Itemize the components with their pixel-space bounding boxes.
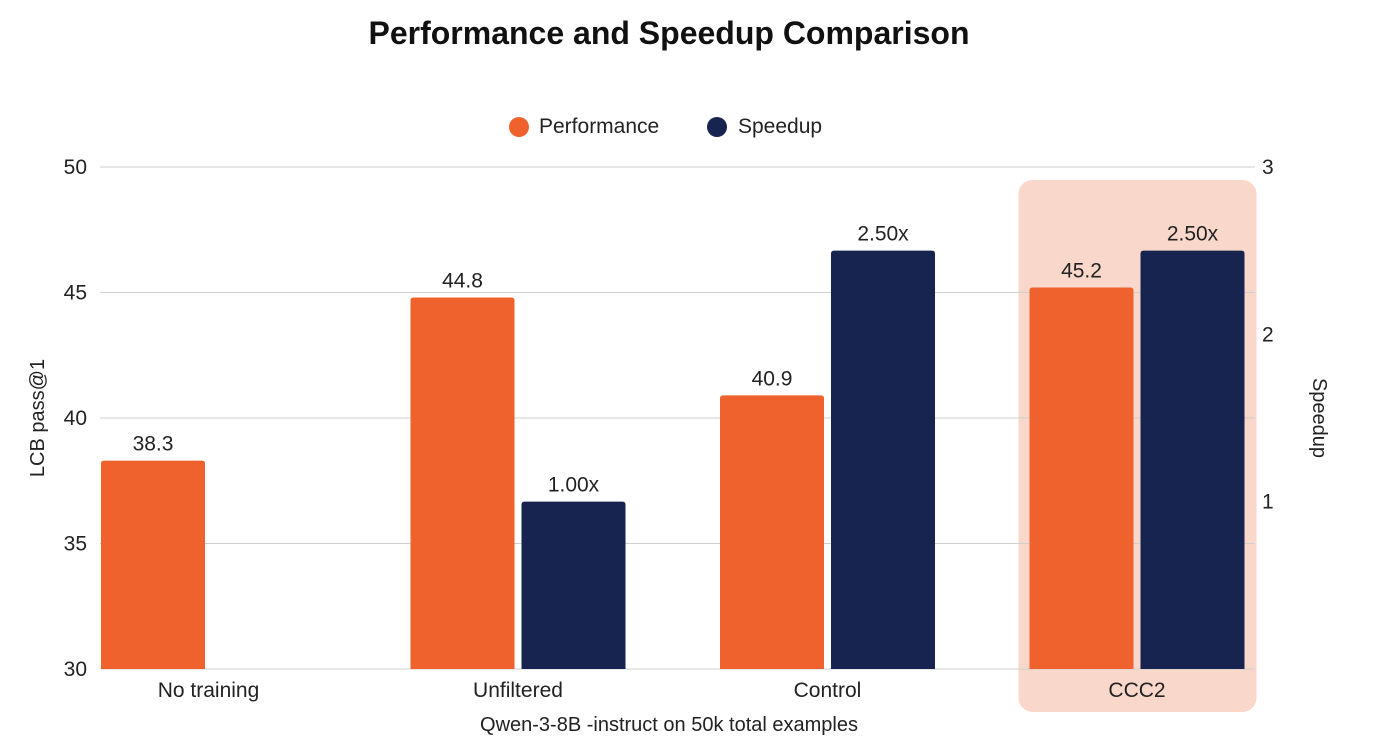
data-label-performance-unfiltered: 44.8	[442, 270, 483, 293]
legend: Performance Speedup	[509, 115, 822, 138]
legend-label-speedup: Speedup	[738, 115, 822, 138]
data-label-performance-ccc2: 45.2	[1061, 259, 1102, 282]
x-axis-title: Qwen-3-8B -instruct on 50k total example…	[480, 714, 858, 736]
y-tick-label: 40	[64, 407, 87, 430]
x-tick-label-unfiltered: Unfiltered	[473, 679, 563, 702]
chart-title: Performance and Speedup Comparison	[368, 15, 969, 51]
legend-label-performance: Performance	[539, 115, 659, 138]
data-label-speedup-ccc2: 2.50x	[1167, 223, 1219, 246]
y2-tick-label: 2	[1262, 323, 1274, 346]
legend-marker-performance	[509, 117, 529, 137]
bar-speedup-unfiltered	[521, 501, 626, 669]
data-label-performance-no-training: 38.3	[133, 433, 174, 456]
y-tick-label: 35	[64, 533, 87, 556]
bar-performance-unfiltered	[410, 297, 515, 669]
x-tick-label-no-training: No training	[158, 679, 260, 702]
bar-performance-no-training	[101, 460, 205, 669]
y2-axis-title: Speedup	[1308, 378, 1330, 458]
x-tick-label-ccc2: CCC2	[1108, 679, 1165, 702]
data-label-speedup-control: 2.50x	[857, 223, 909, 246]
data-label-performance-control: 40.9	[752, 367, 793, 390]
bar-speedup-control	[831, 250, 935, 669]
y-tick-label: 50	[64, 156, 87, 179]
x-tick-label-control: Control	[794, 679, 862, 702]
bar-speedup-ccc2	[1140, 250, 1245, 669]
bar-performance-control	[720, 395, 824, 669]
y2-tick-label: 1	[1262, 491, 1274, 514]
bar-performance-ccc2	[1029, 287, 1134, 669]
y-tick-label: 30	[64, 658, 87, 681]
data-label-speedup-unfiltered: 1.00x	[548, 474, 600, 497]
y-tick-label: 45	[64, 282, 87, 305]
legend-marker-speedup	[707, 117, 727, 137]
y2-tick-label: 3	[1262, 156, 1274, 179]
y-axis-title: LCB pass@1	[27, 359, 49, 477]
